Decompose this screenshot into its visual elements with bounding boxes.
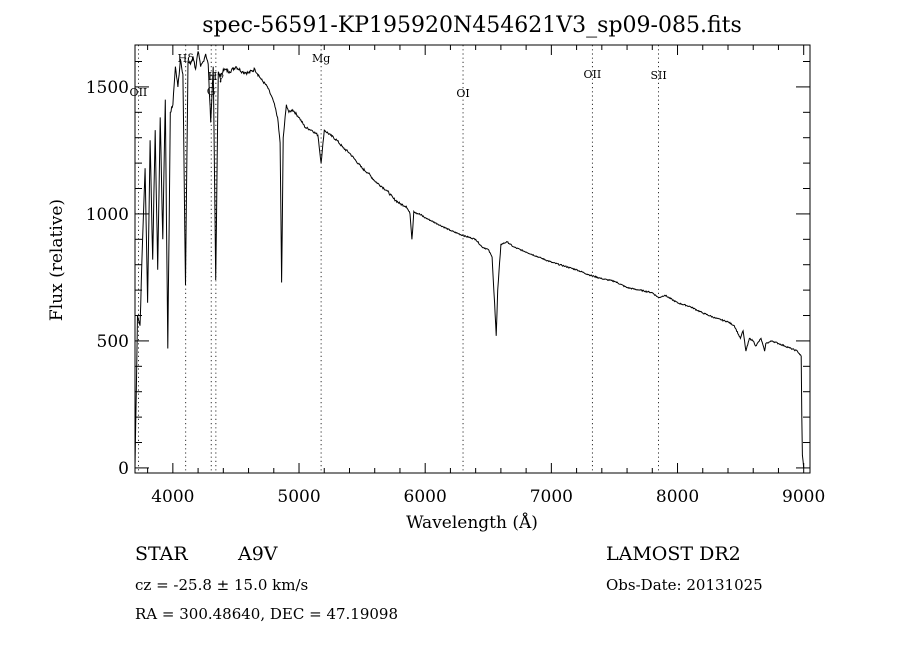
axis-ticks	[135, 45, 810, 473]
line-label: Hγ	[208, 70, 225, 83]
object-class: STAR	[135, 543, 188, 565]
plot-border	[134, 44, 811, 474]
line-label: OI	[456, 87, 469, 100]
plot-frame	[134, 44, 811, 474]
x-tick-label: 4000	[151, 487, 194, 507]
y-tick-label: 500	[97, 332, 129, 352]
x-tick-label: 6000	[404, 487, 447, 507]
line-label: OII	[130, 86, 148, 99]
object-subclass: A9V	[237, 543, 278, 565]
y-tick-label: 1000	[86, 205, 129, 225]
x-tick-label: 8000	[656, 487, 699, 507]
redshift-text: cz = -25.8 ± 15.0 km/s	[135, 576, 308, 594]
line-label: OII	[584, 68, 602, 81]
y-axis-label: Flux (relative)	[47, 199, 67, 321]
y-tick-label: 1500	[86, 78, 129, 98]
chart-title: spec-56591-KP195920N454621V3_sp09-085.fi…	[202, 13, 742, 38]
x-tick-label: 5000	[277, 487, 320, 507]
x-tick-labels: 4000 5000 6000 7000 8000 9000	[151, 487, 825, 507]
y-tick-labels: 0 500 1000 1500	[86, 78, 129, 479]
y-tick-label: 0	[118, 459, 129, 479]
observation-date: Obs-Date: 20131025	[606, 576, 763, 594]
x-tick-label: 9000	[782, 487, 825, 507]
line-label: G	[207, 85, 216, 98]
line-label: Mg	[312, 52, 330, 65]
coordinates-text: RA = 300.48640, DEC = 47.19098	[135, 605, 398, 623]
survey-name: LAMOST DR2	[606, 543, 741, 565]
x-tick-label: 7000	[530, 487, 573, 507]
x-axis-label: Wavelength (Å)	[406, 512, 538, 533]
spectrum-series-line	[134, 51, 805, 468]
line-label: SII	[650, 69, 666, 82]
